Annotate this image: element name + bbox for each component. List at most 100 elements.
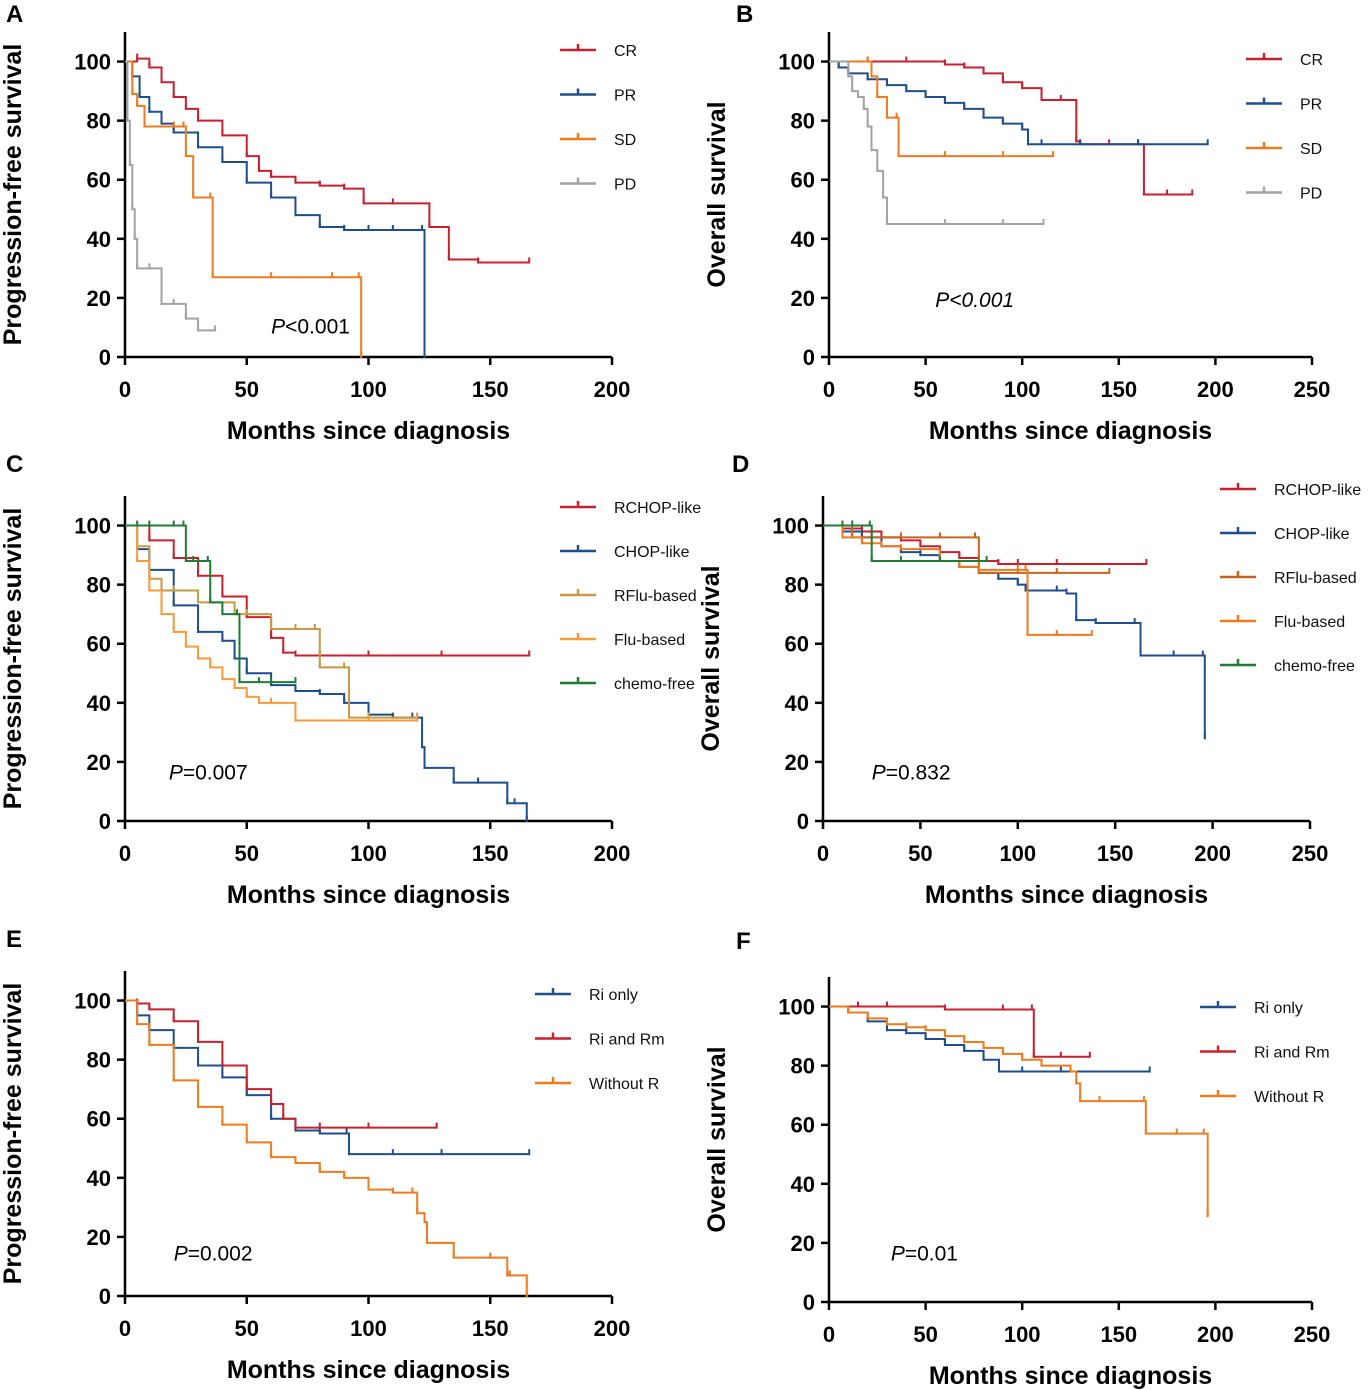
series-ri-only: [829, 1005, 1151, 1073]
legend-item: Ri only: [535, 987, 638, 1004]
series-ri-and-rm: [125, 998, 438, 1129]
survival-curve: [829, 1005, 1150, 1073]
y-tick-label: 100: [74, 50, 111, 75]
legend-label: Ri and Rm: [589, 1032, 665, 1049]
survival-curve: [823, 524, 1110, 574]
x-tick-label: 200: [1197, 1322, 1234, 1347]
survival-curve: [829, 1005, 1209, 1217]
x-tick-label: 150: [472, 841, 509, 866]
panel-e: E 0 50 100 150 200 0 20 40 60 80 100 Months since di…: [0, 926, 665, 1384]
legend-label: RFlu-based: [1274, 570, 1357, 587]
y-tick-label: 60: [791, 168, 815, 193]
legend-label: Without R: [589, 1076, 659, 1093]
p-value: P<0.001: [935, 289, 1014, 312]
series-flu-based: [823, 524, 1093, 636]
x-tick-label: 200: [1194, 841, 1231, 866]
x-tick-label: 50: [235, 377, 259, 402]
y-tick-label: 40: [791, 227, 815, 252]
x-tick-label: 0: [119, 1316, 131, 1341]
series-pr: [125, 60, 426, 358]
legend-item: Flu-based: [560, 632, 685, 649]
legend-item: RFlu-based: [1220, 570, 1357, 587]
y-tick-label: 60: [87, 1107, 111, 1132]
x-tick-label: 100: [1004, 1322, 1041, 1347]
legend-label: PD: [1300, 186, 1322, 203]
panel-label: A: [6, 1, 23, 28]
legend-label: Without R: [1254, 1089, 1324, 1106]
series-ri-only: [125, 999, 531, 1156]
p-value: P=0.832: [872, 762, 951, 785]
legend-label: RCHOP-like: [1274, 482, 1361, 499]
y-tick-label: 80: [785, 573, 809, 598]
series-flu-based: [125, 524, 419, 722]
y-tick-label: 20: [87, 1225, 111, 1250]
legend-label: RCHOP-like: [614, 500, 701, 517]
p-value: P<0.001: [271, 315, 350, 338]
panel-c: C 0 50 100 150 200 0 20 40 60 80 100 Months since di…: [0, 451, 701, 909]
x-tick-label: 50: [908, 841, 932, 866]
series-rflu-based: [125, 524, 419, 719]
legend-item: RCHOP-like: [1220, 482, 1361, 499]
survival-curve: [125, 60, 363, 357]
y-tick-label: 40: [785, 691, 809, 716]
legend-item: chemo-free: [560, 676, 695, 693]
y-tick-label: 60: [87, 632, 111, 657]
x-tick-label: 200: [594, 1316, 631, 1341]
survival-curve: [125, 999, 530, 1156]
y-axis-title: Progression-free survival: [0, 44, 27, 346]
legend-item: chemo-free: [1220, 658, 1355, 675]
series-pd: [125, 60, 217, 332]
y-tick-label: 80: [87, 1048, 111, 1073]
x-tick-label: 0: [817, 841, 829, 866]
panel-label: F: [736, 928, 751, 955]
y-axis-title: Overall survival: [703, 101, 731, 287]
y-tick-label: 80: [791, 109, 815, 134]
x-tick-label: 100: [1004, 377, 1041, 402]
y-tick-label: 0: [99, 345, 111, 370]
y-axis-title: Overall survival: [697, 565, 725, 751]
legend-label: Ri and Rm: [1254, 1045, 1330, 1062]
survival-curve: [829, 60, 1044, 226]
series-sd: [829, 56, 1055, 158]
x-tick-label: 150: [1100, 1322, 1137, 1347]
x-tick-label: 100: [999, 841, 1036, 866]
legend-label: Flu-based: [1274, 614, 1345, 631]
x-tick-label: 50: [913, 1322, 937, 1347]
survival-curve: [125, 524, 418, 719]
y-tick-label: 20: [791, 1231, 815, 1256]
legend-label: Flu-based: [614, 632, 685, 649]
legend-item: Flu-based: [1220, 614, 1345, 631]
y-tick-label: 40: [87, 1166, 111, 1191]
y-tick-label: 20: [87, 286, 111, 311]
panel-label: C: [6, 451, 23, 478]
y-tick-label: 80: [87, 109, 111, 134]
legend-item: Ri only: [1200, 1000, 1303, 1017]
y-tick-label: 60: [785, 632, 809, 657]
legend-label: RFlu-based: [614, 588, 697, 605]
x-tick-label: 250: [1294, 377, 1331, 402]
legend-label: SD: [1300, 141, 1322, 158]
legend-label: chemo-free: [614, 676, 695, 693]
legend-item: RFlu-based: [560, 588, 697, 605]
series-ri-and-rm: [829, 1001, 1091, 1058]
y-tick-label: 0: [803, 345, 815, 370]
legend-label: SD: [614, 132, 636, 149]
panel-label: E: [6, 926, 22, 953]
legend-label: Ri only: [589, 987, 638, 1004]
legend-item: SD: [1246, 141, 1322, 158]
series-pr: [829, 60, 1209, 146]
legend-item: SD: [560, 132, 636, 149]
x-axis-title: Months since diagnosis: [227, 1356, 510, 1384]
legend-item: PD: [560, 177, 636, 194]
panel-b: B 0 50 100 150 200 250 0 20 40 60 80 100 Months since…: [703, 1, 1330, 445]
y-tick-label: 20: [785, 750, 809, 775]
y-tick-label: 100: [778, 995, 815, 1020]
series-pd: [829, 60, 1045, 226]
legend-item: CHOP-like: [1220, 526, 1350, 543]
x-tick-label: 150: [472, 377, 509, 402]
legend-label: chemo-free: [1274, 658, 1355, 675]
legend-label: CHOP-like: [614, 544, 690, 561]
x-tick-label: 0: [823, 1322, 835, 1347]
survival-curve: [125, 60, 426, 357]
series-without-r: [125, 999, 528, 1297]
